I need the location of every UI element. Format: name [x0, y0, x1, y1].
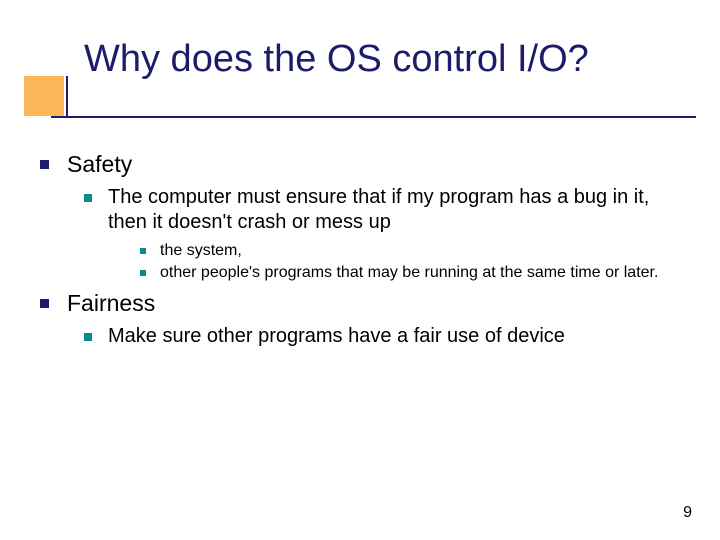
bullet-text: Make sure other programs have a fair use… — [108, 324, 565, 349]
slide-title: Why does the OS control I/O? — [84, 38, 589, 81]
slide-content: Safety The computer must ensure that if … — [40, 150, 680, 355]
title-vertical-line — [66, 76, 68, 118]
page-number: 9 — [683, 504, 692, 522]
bullet-l2: Make sure other programs have a fair use… — [84, 324, 680, 349]
bullet-square-small-icon — [140, 270, 146, 276]
title-underline — [51, 116, 696, 118]
bullet-square-small-icon — [140, 248, 146, 254]
bullet-l3: other people's programs that may be runn… — [140, 263, 680, 283]
accent-box — [24, 76, 64, 116]
bullet-l1: Fairness — [40, 289, 680, 318]
bullet-dot-icon — [40, 160, 49, 169]
bullet-text: the system, — [160, 241, 242, 261]
bullet-dot-icon — [40, 299, 49, 308]
bullet-text: other people's programs that may be runn… — [160, 263, 658, 283]
bullet-text: The computer must ensure that if my prog… — [108, 185, 680, 235]
bullet-text: Safety — [67, 150, 132, 179]
bullet-square-icon — [84, 333, 92, 341]
bullet-l3: the system, — [140, 241, 680, 261]
bullet-square-icon — [84, 194, 92, 202]
bullet-l1: Safety — [40, 150, 680, 179]
bullet-text: Fairness — [67, 289, 155, 318]
title-block: Why does the OS control I/O? — [24, 38, 696, 120]
bullet-l2: The computer must ensure that if my prog… — [84, 185, 680, 235]
